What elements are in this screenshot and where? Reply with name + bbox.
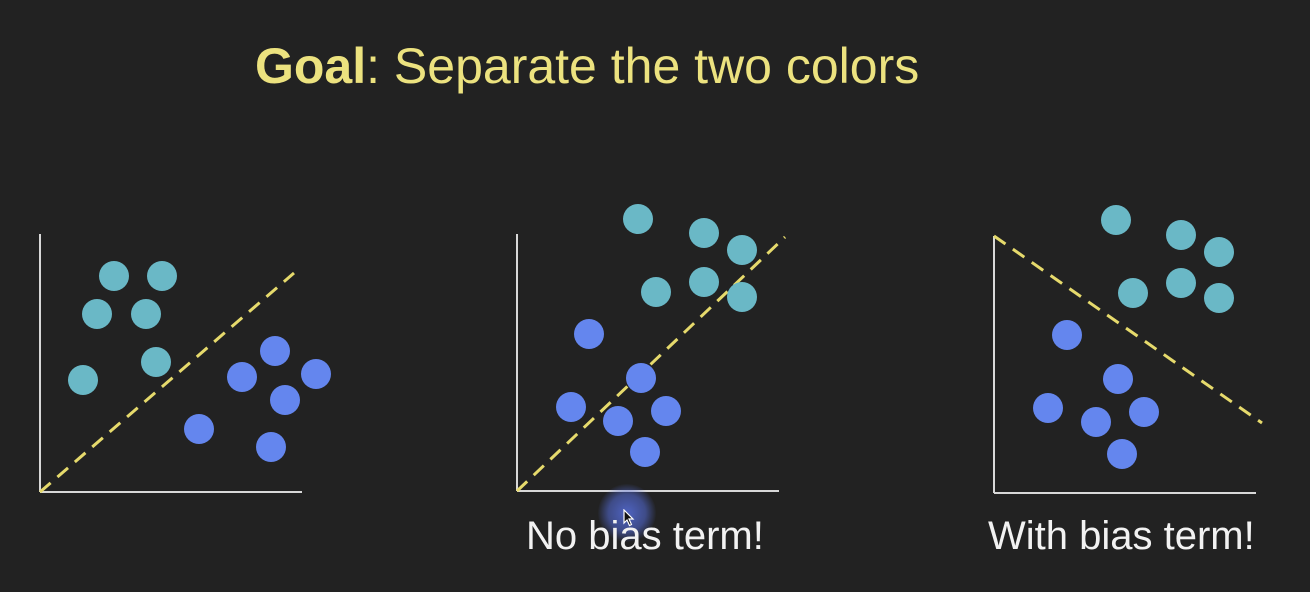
blue-point [260, 336, 290, 366]
blue-point [227, 362, 257, 392]
teal-point [727, 235, 757, 265]
teal-point [1101, 205, 1131, 235]
blue-point [1081, 407, 1111, 437]
teal-point [727, 282, 757, 312]
blue-point [574, 319, 604, 349]
panel-no-bias [515, 204, 787, 493]
panel-data [39, 234, 331, 494]
blue-point [301, 359, 331, 389]
teal-point [99, 261, 129, 291]
blue-point [1107, 439, 1137, 469]
blue-points [1033, 320, 1159, 469]
blue-point [1052, 320, 1082, 350]
blue-point [626, 363, 656, 393]
teal-point [1204, 283, 1234, 313]
teal-point [641, 277, 671, 307]
blue-points [556, 319, 681, 467]
blue-point [1103, 364, 1133, 394]
slide-title-bold: Goal [255, 38, 367, 94]
blue-point [1033, 393, 1063, 423]
teal-point [689, 218, 719, 248]
blue-point [603, 406, 633, 436]
teal-points [68, 261, 177, 395]
teal-point [147, 261, 177, 291]
decision-boundary [993, 234, 1263, 425]
slide-title-rest: : Separate the two colors [366, 38, 920, 94]
teal-point [68, 365, 98, 395]
teal-point [1166, 268, 1196, 298]
axes [39, 234, 302, 493]
teal-point [1118, 278, 1148, 308]
teal-point [82, 299, 112, 329]
slide-title: Goal: Separate the two colors [255, 36, 919, 96]
caption-no-bias: No bias term! [526, 514, 764, 558]
teal-point [131, 299, 161, 329]
teal-point [689, 267, 719, 297]
teal-point [141, 347, 171, 377]
blue-point [630, 437, 660, 467]
blue-points [184, 336, 331, 462]
teal-points [1101, 205, 1234, 313]
teal-point [1204, 237, 1234, 267]
teal-point [1166, 220, 1196, 250]
decision-boundary [515, 235, 787, 493]
blue-point [256, 432, 286, 462]
caption-with-bias: With bias term! [988, 514, 1255, 558]
axes [993, 236, 1256, 494]
blue-point [651, 396, 681, 426]
blue-point [184, 414, 214, 444]
blue-point [1129, 397, 1159, 427]
decision-boundary [39, 271, 295, 494]
axes [516, 234, 779, 492]
teal-point [623, 204, 653, 234]
blue-point [556, 392, 586, 422]
panel-with-bias [993, 205, 1263, 494]
teal-points [623, 204, 757, 312]
blue-point [270, 385, 300, 415]
mouse-cursor-icon [623, 509, 635, 527]
